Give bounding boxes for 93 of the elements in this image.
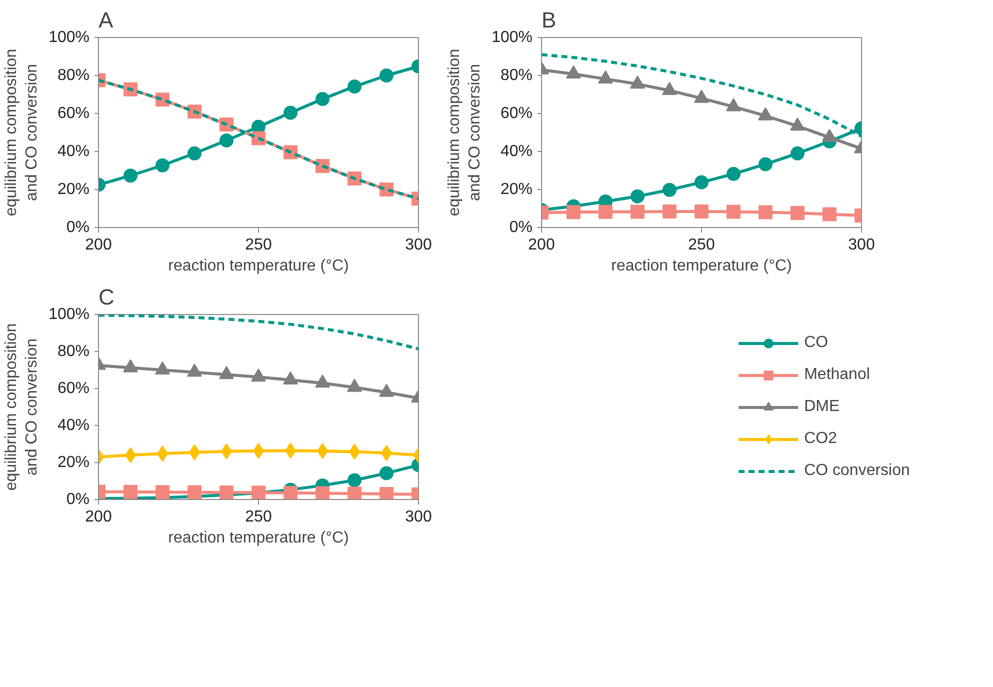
point (251, 368, 266, 382)
point (219, 366, 234, 380)
line-series (98, 314, 418, 350)
chart-title: B (542, 8, 556, 32)
x-tick-label: 250 (245, 236, 272, 254)
x-tick-label: 300 (405, 236, 432, 254)
point (726, 166, 740, 181)
point (790, 146, 804, 160)
point (284, 486, 298, 500)
point (347, 378, 362, 392)
point (630, 75, 645, 89)
y-tick-label: 100% (492, 29, 532, 46)
y-axis-title: equilibrium composition and CO conversion (3, 48, 41, 216)
y-tick-label: 20% (57, 454, 90, 471)
y-tick-label: 0% (66, 491, 90, 508)
point (124, 168, 138, 183)
point (694, 90, 709, 103)
point (822, 128, 837, 142)
y-tick-label: 60% (500, 105, 533, 122)
x-tick-label: 200 (85, 508, 112, 526)
y-tick-label: 80% (57, 67, 90, 84)
point (790, 117, 805, 131)
y-tick-label: 60% (57, 105, 90, 122)
point (630, 204, 644, 219)
y-tick-label: 80% (500, 67, 533, 84)
point (155, 361, 170, 375)
x-tick-label: 250 (688, 236, 715, 254)
x-axis-title: reaction temperature (°C) (168, 258, 349, 274)
point (566, 205, 580, 220)
y-tick-label: 40% (57, 417, 90, 434)
x-tick-label: 200 (85, 236, 112, 254)
point (662, 182, 676, 197)
point (348, 80, 362, 94)
chart-title: A (98, 8, 114, 32)
point (566, 65, 581, 79)
point (598, 70, 613, 84)
y-tick-label: 20% (500, 181, 533, 198)
y-tick-label: 40% (57, 143, 90, 160)
point (348, 486, 362, 500)
x-tick-label: 200 (528, 236, 555, 254)
x-tick-label: 250 (245, 508, 272, 526)
point (187, 364, 202, 377)
point (380, 466, 394, 480)
y-tick-label: 0% (66, 219, 90, 236)
legend-label: Methanol (804, 366, 870, 384)
y-tick-label: 0% (509, 219, 532, 236)
legend-label: CO (804, 334, 828, 352)
point (188, 146, 202, 160)
point (726, 204, 740, 219)
point (662, 204, 676, 219)
point (598, 204, 612, 219)
point (315, 374, 330, 388)
point (316, 486, 330, 500)
point (662, 82, 677, 96)
point (694, 175, 708, 190)
x-axis-title: reaction temperature (°C) (168, 530, 349, 546)
y-tick-label: 80% (57, 343, 90, 360)
legend-label: DME (804, 398, 840, 416)
legend-label: CO conversion (804, 462, 910, 480)
point (726, 98, 741, 112)
point (822, 207, 836, 222)
point (156, 485, 170, 500)
point (284, 106, 298, 120)
point (220, 485, 234, 500)
x-tick-label: 300 (405, 508, 432, 526)
y-tick-label: 100% (48, 306, 90, 323)
point (380, 486, 394, 500)
x-tick-label: 300 (848, 236, 875, 254)
y-axis-title: equilibrium composition and CO conversion (446, 48, 484, 216)
point (123, 359, 138, 372)
point (283, 371, 298, 385)
point (694, 204, 708, 219)
point (316, 92, 330, 106)
point (188, 485, 202, 500)
point (630, 189, 644, 204)
chart-title: C (98, 284, 114, 310)
y-tick-label: 40% (500, 143, 533, 160)
y-axis-title: equilibrium composition and CO conversion (3, 323, 41, 491)
point (156, 158, 170, 172)
y-tick-label: 100% (48, 29, 90, 46)
point (758, 157, 772, 172)
legend-label: CO2 (804, 430, 837, 448)
x-axis-title: reaction temperature (°C) (611, 258, 792, 274)
point (348, 473, 362, 488)
point (220, 133, 234, 148)
point (380, 68, 394, 82)
point (790, 206, 804, 220)
point (379, 384, 394, 397)
point (758, 205, 772, 220)
point (124, 484, 138, 499)
point (758, 107, 773, 120)
y-tick-label: 60% (57, 380, 90, 397)
y-tick-label: 20% (57, 181, 90, 198)
